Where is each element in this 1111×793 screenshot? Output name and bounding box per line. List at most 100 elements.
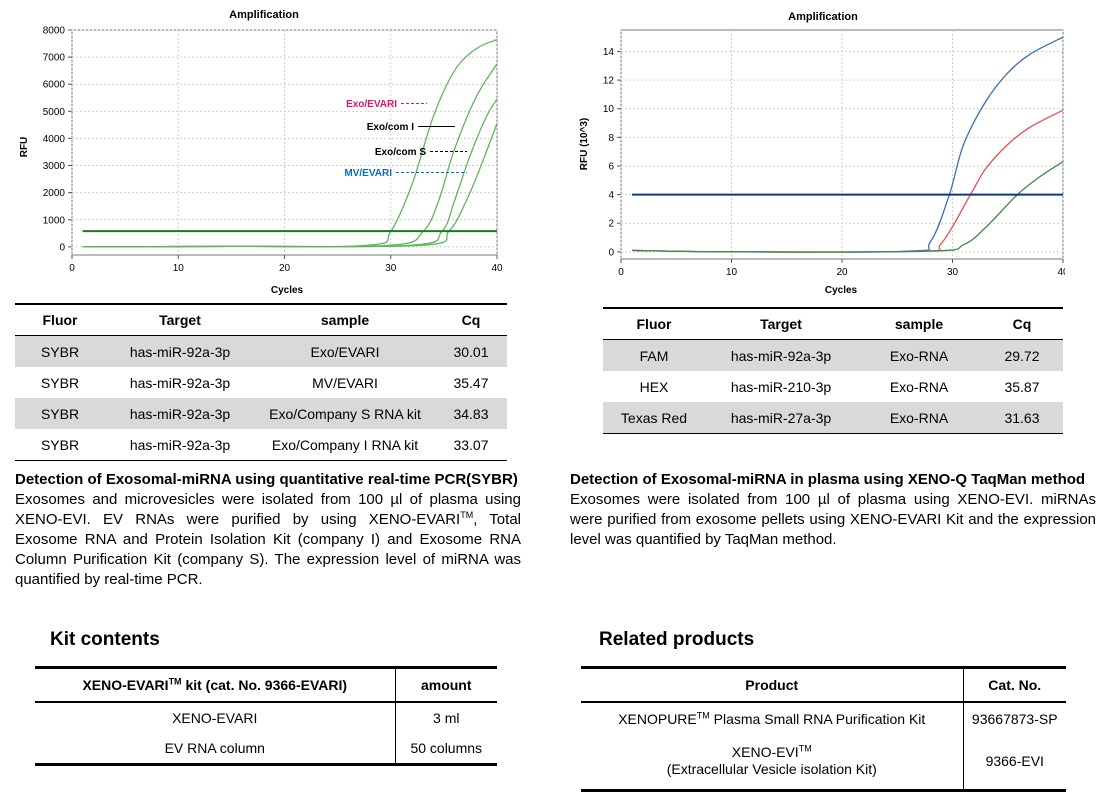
cell-sample: MV/EVARI (312, 374, 378, 391)
cell-cq: 31.63 (981, 402, 1063, 434)
left-chart-title: Amplification (229, 9, 299, 21)
left-chart-ylabel: RFU (19, 137, 30, 158)
table-row: XENO-EVITM (Extracellular Vesicle isolati… (581, 734, 1066, 790)
left-chart-svg: Amplification Cycles RFU 0 1000 2000 3000 40… (19, 9, 503, 296)
cell-sample: Exo/Company S RNA kit (255, 398, 435, 429)
cell-target: has-miR-92a-3p (105, 398, 255, 429)
right-amplification-chart: Amplification Cycles RFU (10^3) 0 2 4 6 8 10 1… (575, 4, 1065, 300)
header-target: Target (760, 316, 802, 332)
product-subtitle: (Extracellular Vesicle isolation Kit) (666, 761, 877, 778)
taqman-results-table: Fluor Target sample Cq FAM has-miR-92a-3… (603, 307, 1063, 434)
y-tick-label: 2000 (43, 188, 66, 199)
left-chart-xlabel: Cycles (271, 285, 304, 296)
header-fluor: Fluor (636, 316, 672, 332)
header-fluor: Fluor (42, 312, 78, 328)
left-amplification-chart: Amplification Cycles RFU 0 1000 2000 3000 40… (15, 2, 515, 298)
cell-cat-no: 93667873-SP (962, 702, 1066, 734)
y-tick-label: 10 (603, 104, 615, 115)
product-name: XENOPURE (618, 710, 697, 727)
x-tick-label: 0 (69, 263, 75, 274)
kit-contents-title: Kit contents (50, 629, 160, 650)
header-sample: sample (894, 316, 944, 332)
cell-product: XENOPURETM Plasma Small RNA Purification… (581, 702, 963, 734)
table-row: XENOPURETM Plasma Small RNA Purification… (581, 702, 1066, 734)
y-tick-label: 4000 (43, 134, 66, 145)
curve-annotation-label: Exo/com S (375, 147, 426, 158)
x-tick-label: 20 (279, 263, 291, 274)
y-tick-label: 3000 (43, 161, 66, 172)
cell-sample: Exo/Company I RNA kit (271, 436, 419, 453)
cell-target: has-miR-92a-3p (105, 335, 255, 367)
cell-cq: 29.72 (981, 339, 1063, 371)
y-tick-label: 5000 (43, 107, 66, 118)
cell-fluor: SYBR (40, 374, 80, 391)
header-product: Product (745, 677, 799, 693)
related-products-table: Product Cat. No. XENOPURETM Plasma Small… (581, 666, 1066, 792)
y-tick-label: 0 (59, 242, 65, 253)
cell-target: has-miR-92a-3p (129, 436, 231, 453)
cell-fluor: Texas Red (603, 402, 705, 434)
product-name-rest: Plasma Small RNA Purification Kit (709, 710, 926, 727)
kit-cat: kit (cat. No. 9366-EVARI) (181, 677, 348, 693)
header-cat-no: Cat. No. (962, 667, 1066, 702)
cell-cat-no: 9366-EVI (962, 734, 1066, 790)
x-tick-label: 30 (385, 263, 397, 274)
right-chart-ylabel: RFU (10^3) (579, 118, 590, 171)
sybr-description-body: Exosomes and microvesicles were isolated… (15, 490, 521, 590)
kit-name: XENO-EVARI (82, 677, 169, 693)
x-tick-label: 10 (726, 267, 738, 278)
table-row: EV RNA column 50 columns (35, 733, 497, 764)
cell-fluor: FAM (603, 339, 705, 371)
table-row: Texas Red has-miR-27a-3p Exo-RNA 31.63 (603, 402, 1063, 434)
cell-sample: Exo-RNA (889, 378, 949, 395)
y-tick-label: 7000 (43, 53, 66, 64)
y-tick-label: 2 (608, 219, 614, 230)
table-row: SYBR has-miR-92a-3p MV/EVARI 35.47 (15, 367, 507, 398)
cell-sample: Exo/EVARI (255, 335, 435, 367)
y-tick-label: 12 (603, 76, 615, 87)
cell-target: has-miR-27a-3p (705, 402, 857, 434)
table-header-row: Product Cat. No. (581, 667, 1066, 702)
x-tick-label: 30 (947, 267, 959, 278)
y-tick-label: 1000 (43, 215, 66, 226)
cell-fluor: SYBR (15, 335, 105, 367)
series-line (82, 123, 498, 248)
table-header-row: Fluor Target sample Cq (603, 308, 1063, 340)
table-row: FAM has-miR-92a-3p Exo-RNA 29.72 (603, 339, 1063, 371)
related-products-title: Related products (599, 629, 755, 650)
cell-cq: 30.01 (435, 335, 507, 367)
cell-sample: Exo-RNA (857, 402, 981, 434)
series-line (631, 161, 1064, 253)
x-tick-label: 40 (491, 263, 503, 274)
x-tick-label: 0 (618, 267, 624, 278)
right-chart-xlabel: Cycles (825, 285, 858, 296)
product-name: XENO-EVI (731, 744, 799, 761)
sybr-results-table: Fluor Target sample Cq SYBR has-miR-92a-… (15, 303, 507, 461)
cell-fluor: SYBR (40, 436, 80, 453)
header-target: Target (159, 312, 201, 328)
cell-target: has-miR-92a-3p (129, 374, 231, 391)
table-row: SYBR has-miR-92a-3p Exo/EVARI 30.01 (15, 335, 507, 367)
table-header-row: XENO-EVARITM kit (cat. No. 9366-EVARI) a… (35, 667, 497, 703)
header-cq: Cq (461, 312, 481, 328)
header-sample: sample (320, 312, 370, 328)
y-tick-label: 8000 (43, 26, 66, 37)
y-tick-label: 6000 (43, 80, 66, 91)
trademark-sup: TM (798, 743, 812, 754)
y-tick-label: 4 (608, 190, 614, 201)
table-row: SYBR has-miR-92a-3p Exo/Company S RNA ki… (15, 398, 507, 429)
cell-cq: 35.47 (453, 374, 489, 391)
y-tick-label: 8 (608, 133, 614, 144)
x-tick-label: 10 (173, 263, 185, 274)
cell-item: XENO-EVARI (172, 710, 258, 726)
cell-target: has-miR-92a-3p (705, 339, 857, 371)
header-kit: XENO-EVARITM kit (cat. No. 9366-EVARI) (35, 668, 395, 703)
trademark-sup: TM (460, 510, 474, 520)
cell-amount: 3 ml (394, 702, 497, 733)
x-tick-label: 20 (836, 267, 848, 278)
cell-amount: 50 columns (394, 733, 497, 764)
header-amount: amount (394, 667, 497, 702)
taqman-description-heading: Detection of Exosomal-miRNA in plasma us… (570, 471, 1086, 488)
curve-annotation-label: Exo/EVARI (346, 99, 397, 110)
taqman-description: Detection of Exosomal-miRNA in plasma us… (570, 470, 1096, 550)
